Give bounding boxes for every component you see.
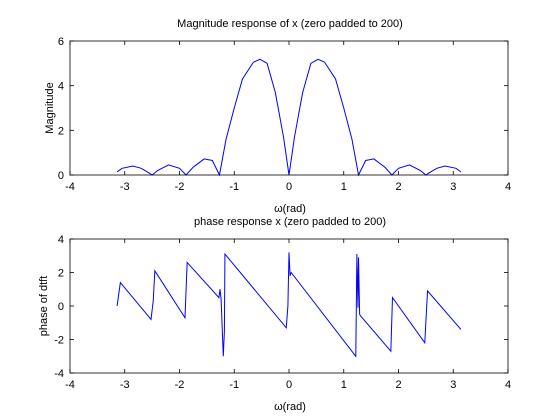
phase-axes-box	[69, 238, 509, 374]
phase-x-tick-label: 0	[286, 379, 292, 391]
magnitude-y-label: Magnitude	[44, 82, 56, 133]
phase-x-tick-label: -1	[229, 379, 239, 391]
phase-title: phase response x (zero padded to 200)	[194, 216, 386, 228]
phase-x-tick-label: 4	[505, 379, 511, 391]
magnitude-y-tick-label: 6	[58, 36, 64, 48]
phase-x-tick-label: 3	[450, 379, 456, 391]
magnitude-ticks: -4 -3 -2 -1 0 1 2 3 4 0 2 4 6	[58, 36, 511, 193]
phase-plot: phase response x (zero padded to 200) ω(…	[38, 216, 511, 413]
magnitude-series-line	[116, 58, 462, 177]
phase-series	[116, 252, 462, 358]
phase-y-tick-label: -4	[54, 368, 64, 380]
magnitude-y-tick-label: 0	[58, 170, 64, 182]
phase-ticks: -4 -3 -2 -1 0 1 2 3 4 -4 -2 0 2 4	[54, 234, 511, 391]
magnitude-x-tick-label: -2	[175, 181, 185, 193]
magnitude-plot: Magnitude response of x (zero padded to …	[44, 18, 511, 215]
phase-x-tick-label: 1	[341, 379, 347, 391]
phase-series-line	[116, 252, 462, 358]
phase-y-tick-label: 4	[58, 234, 64, 246]
magnitude-x-tick-label: 2	[395, 181, 401, 193]
phase-x-tick-label: -2	[175, 379, 185, 391]
magnitude-x-label: ω(rad)	[274, 203, 306, 215]
magnitude-y-tick-label: 4	[58, 81, 64, 93]
magnitude-x-tick-label: 1	[341, 181, 347, 193]
magnitude-title: Magnitude response of x (zero padded to …	[177, 18, 403, 30]
magnitude-axes-box	[69, 40, 509, 176]
magnitude-x-tick-label: 3	[450, 181, 456, 193]
phase-y-tick-label: 2	[58, 268, 64, 280]
magnitude-y-tick-label: 2	[58, 125, 64, 137]
phase-y-tick-label: 0	[58, 301, 64, 313]
magnitude-x-tick-label: -4	[65, 181, 75, 193]
phase-y-tick-label: -2	[54, 335, 64, 347]
phase-x-tick-label: -3	[120, 379, 130, 391]
phase-x-label: ω(rad)	[274, 401, 306, 413]
magnitude-series	[116, 58, 462, 177]
phase-x-tick-label: 2	[395, 379, 401, 391]
phase-x-tick-label: -4	[65, 379, 75, 391]
magnitude-x-tick-label: -3	[120, 181, 130, 193]
magnitude-x-tick-label: -1	[229, 181, 239, 193]
phase-y-label: phase of dtft	[38, 276, 50, 337]
magnitude-x-tick-label: 0	[286, 181, 292, 193]
magnitude-x-tick-label: 4	[505, 181, 511, 193]
